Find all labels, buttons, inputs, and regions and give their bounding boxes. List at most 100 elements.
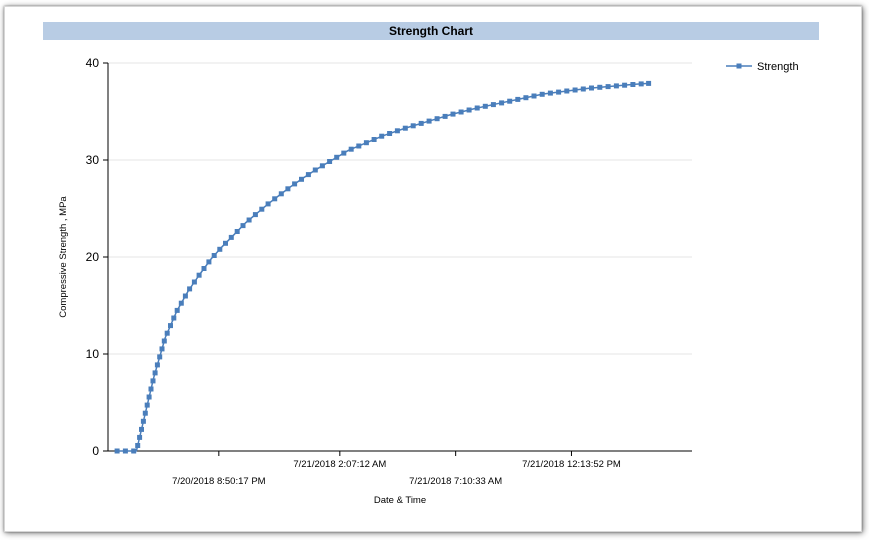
series-marker	[531, 93, 537, 99]
series-marker	[191, 279, 197, 285]
series-marker	[140, 418, 146, 424]
series-marker	[334, 154, 340, 160]
series-marker	[556, 89, 562, 95]
series-marker	[122, 448, 128, 454]
series-marker	[499, 100, 505, 106]
series-marker	[259, 206, 265, 212]
series-marker	[490, 102, 496, 108]
series-marker	[164, 330, 170, 336]
series-marker	[356, 143, 362, 149]
series-strength	[114, 80, 652, 454]
x-tick-label: 7/20/2018 8:50:17 PM	[172, 476, 266, 487]
series-marker	[206, 259, 212, 265]
series-marker	[589, 85, 594, 91]
series-marker	[299, 176, 304, 182]
series-marker	[613, 83, 619, 89]
series-marker	[285, 186, 291, 192]
series-marker	[246, 217, 252, 223]
series-marker	[234, 229, 240, 234]
series-marker	[305, 172, 311, 178]
series-marker	[450, 111, 456, 117]
series-marker	[278, 191, 284, 197]
legend-swatch-marker	[736, 63, 742, 69]
series-marker	[515, 96, 521, 102]
series-marker	[630, 82, 636, 87]
series-marker	[196, 272, 202, 278]
series-marker	[131, 448, 137, 454]
x-axis-title: Date & Time	[374, 495, 426, 506]
series-marker	[341, 150, 347, 156]
series-marker	[605, 84, 611, 90]
series-marker	[150, 378, 156, 384]
series-marker	[426, 118, 432, 124]
series-marker	[547, 90, 553, 96]
y-tick-label: 40	[86, 56, 100, 70]
legend: Strength	[726, 61, 799, 73]
x-tick-label: 7/21/2018 7:10:33 AM	[409, 476, 502, 487]
series-marker	[174, 307, 180, 313]
series-marker	[161, 338, 167, 344]
series-marker	[157, 354, 163, 360]
series-marker	[474, 105, 480, 111]
series-marker	[187, 286, 193, 292]
series-marker	[148, 386, 154, 392]
legend-label-strength: Strength	[757, 61, 799, 73]
y-tick-label: 0	[92, 444, 99, 458]
series-marker	[265, 201, 271, 207]
series-marker	[348, 146, 354, 152]
series-marker	[135, 443, 141, 448]
x-axis-ticks: 7/20/2018 8:50:17 PM 7/21/2018 2:07:12 AM…	[172, 451, 621, 487]
series-marker	[217, 246, 223, 252]
series-marker	[597, 84, 603, 90]
series-marker	[154, 362, 160, 368]
y-tick-label: 20	[86, 250, 100, 264]
series-marker	[363, 140, 369, 146]
series-marker	[410, 123, 416, 129]
series-marker	[168, 323, 173, 329]
series-marker	[539, 91, 545, 97]
series-marker	[223, 240, 228, 246]
series-marker	[458, 109, 464, 115]
series-marker	[523, 95, 529, 101]
series-marker	[646, 80, 652, 86]
series-marker	[292, 181, 298, 187]
series-marker	[371, 137, 377, 142]
series-marker	[137, 434, 143, 440]
series-marker	[252, 212, 258, 218]
x-tick-label: 7/21/2018 2:07:12 AM	[293, 459, 386, 470]
series-marker	[442, 113, 448, 119]
series-marker	[394, 128, 400, 134]
series-marker	[178, 300, 184, 306]
series-marker	[319, 163, 325, 169]
y-tick-label: 10	[86, 347, 100, 361]
series-marker	[228, 234, 234, 240]
y-axis-ticks: 0 10 20 30 40	[86, 56, 108, 458]
series-marker	[507, 98, 513, 104]
series-marker	[638, 81, 644, 87]
series-marker	[402, 125, 408, 131]
series-marker	[466, 107, 472, 113]
series-marker	[580, 86, 586, 92]
y-axis-title: Compressive Strength , MPa	[58, 196, 69, 318]
series-marker	[572, 87, 578, 93]
series-marker	[146, 394, 152, 400]
series-marker	[152, 370, 158, 376]
series-marker	[142, 410, 148, 416]
series-marker	[159, 346, 165, 352]
series-marker	[240, 223, 246, 229]
y-tick-label: 30	[86, 153, 100, 167]
series-marker	[139, 426, 144, 432]
series-marker	[434, 116, 440, 122]
series-marker	[201, 266, 207, 271]
series-marker	[418, 120, 424, 126]
x-tick-label: 7/21/2018 12:13:52 PM	[522, 459, 621, 470]
series-marker	[171, 315, 177, 321]
series-marker	[144, 402, 150, 408]
series-marker	[272, 196, 278, 202]
chart-title: Strength Chart	[43, 22, 819, 40]
series-marker	[114, 448, 120, 454]
chart-panel	[4, 6, 862, 532]
grid-lines	[108, 62, 692, 355]
series-marker	[482, 103, 488, 109]
